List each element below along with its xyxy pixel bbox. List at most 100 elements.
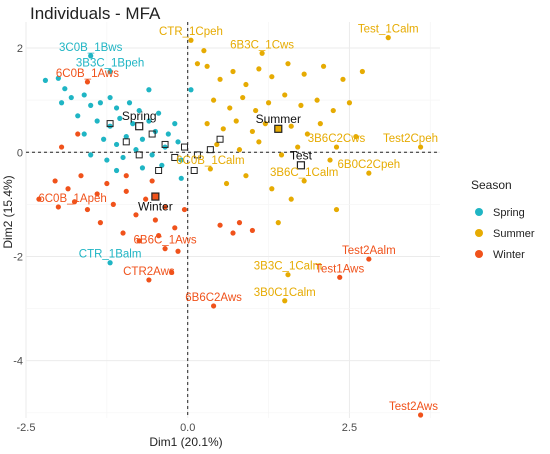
point-spring xyxy=(62,86,68,92)
y-tick-label: 0 xyxy=(17,147,23,159)
point-winter xyxy=(143,196,149,202)
point-summer xyxy=(385,35,391,41)
point-spring xyxy=(104,157,110,163)
point-summer xyxy=(346,100,353,106)
point-spring xyxy=(113,105,120,111)
point-winter xyxy=(249,227,256,234)
point-winter xyxy=(104,180,110,187)
point-label-3c0b-1bws: 3C0B_1Bws xyxy=(59,42,123,54)
open-square-marker xyxy=(216,135,224,143)
point-winter xyxy=(136,238,142,244)
open-square-marker xyxy=(161,140,169,148)
point-spring xyxy=(88,53,94,59)
point-label-3b3c-1bpeh: 3B3C_1Bpeh xyxy=(76,58,144,70)
point-spring xyxy=(55,75,61,81)
point-spring xyxy=(149,152,155,158)
point-summer xyxy=(317,121,323,127)
point-label-3b0c1calm: 3B0C1Calm xyxy=(254,287,316,299)
point-summer xyxy=(227,105,233,111)
point-summer xyxy=(243,173,249,179)
x-axis-label: Dim1 (20.1%) xyxy=(149,435,222,449)
point-summer xyxy=(204,63,210,69)
point-summer xyxy=(366,170,372,176)
open-square-marker xyxy=(193,151,201,159)
point-summer xyxy=(253,107,259,114)
point-summer xyxy=(269,186,275,192)
legend-label-spring: Spring xyxy=(493,207,525,219)
point-summer xyxy=(230,68,236,75)
reference-lines xyxy=(26,22,440,418)
legend-item-summer: Summer xyxy=(475,228,535,240)
point-label-6b0c2cpeh: 6B0C2Cpeh xyxy=(338,159,401,171)
legend-title: Season xyxy=(471,178,512,192)
legend-key-spring xyxy=(475,208,483,216)
point-winter xyxy=(84,79,91,85)
open-square-marker xyxy=(190,167,198,174)
point-summer xyxy=(320,63,327,69)
point-summer xyxy=(217,76,223,82)
point-spring xyxy=(175,139,181,145)
point-summer xyxy=(314,97,320,103)
point-spring xyxy=(68,94,74,101)
point-spring xyxy=(139,165,146,171)
point-labels: 3C0B_1Bws 3B3C_1Bpeh CTR_1Balm CTR_1Cpeh 6B3… xyxy=(38,24,438,413)
point-summer xyxy=(301,71,307,77)
point-spring xyxy=(107,94,113,101)
point-summer xyxy=(233,118,239,124)
point-spring xyxy=(88,152,94,158)
point-label-6b3c-1cws: 6B3C_1Cws xyxy=(230,39,294,51)
point-summer xyxy=(275,220,281,226)
point-summer xyxy=(301,178,307,184)
supplementary-label-test: Test xyxy=(290,148,313,162)
point-spring xyxy=(133,147,139,153)
point-winter xyxy=(71,199,78,205)
point-spring xyxy=(88,102,94,108)
point-winter xyxy=(175,248,181,254)
point-summer xyxy=(330,107,336,114)
point-summer xyxy=(188,37,194,43)
open-square-marker xyxy=(106,120,114,128)
point-winter xyxy=(123,173,129,179)
open-square-marker xyxy=(135,151,143,159)
point-summer xyxy=(278,152,285,158)
point-label-test2aalm: Test2Aalm xyxy=(342,245,396,257)
point-spring xyxy=(107,68,113,75)
open-square-marker xyxy=(155,167,163,174)
point-spring xyxy=(120,154,126,161)
point-label-3b6c-1calm: 3B6C_1Calm xyxy=(270,167,338,179)
point-label-6b6c2aws: 6B6C2Aws xyxy=(185,292,242,304)
point-summer xyxy=(359,68,365,75)
legend-label-summer: Summer xyxy=(493,228,535,240)
point-label-6c0b-1calm: 6C0B_1Calm xyxy=(176,155,244,167)
point-winter xyxy=(52,178,58,184)
supplementary-marker-winter xyxy=(151,192,160,201)
point-winter xyxy=(110,201,116,207)
x-tick-label: 0.0 xyxy=(180,422,195,434)
supplementary-label-summer: Summer xyxy=(256,112,301,126)
point-winter xyxy=(133,212,139,218)
point-winter xyxy=(58,144,65,150)
point-summer xyxy=(194,61,201,67)
chart-title: Individuals - MFA xyxy=(30,4,161,23)
supplementary-marker-test xyxy=(296,161,306,170)
point-spring xyxy=(178,157,184,163)
point-winter xyxy=(36,196,42,202)
point-winter xyxy=(168,269,175,275)
point-summer xyxy=(327,157,333,163)
point-winter xyxy=(146,277,152,283)
point-winter xyxy=(181,206,188,213)
point-winter xyxy=(162,246,168,252)
point-label-test2aws: Test2Aws xyxy=(389,401,438,413)
point-summer xyxy=(282,92,288,98)
point-winter xyxy=(156,233,162,239)
point-label-ctr-1balm: CTR_1Balm xyxy=(79,249,142,261)
open-square-marker xyxy=(206,146,214,154)
point-spring xyxy=(94,118,100,124)
point-winter xyxy=(210,303,217,309)
point-spring xyxy=(178,175,184,181)
point-summer xyxy=(285,61,291,67)
point-winter xyxy=(84,206,91,213)
supplementary-label-spring: Spring xyxy=(122,109,157,123)
point-summer xyxy=(353,134,359,140)
